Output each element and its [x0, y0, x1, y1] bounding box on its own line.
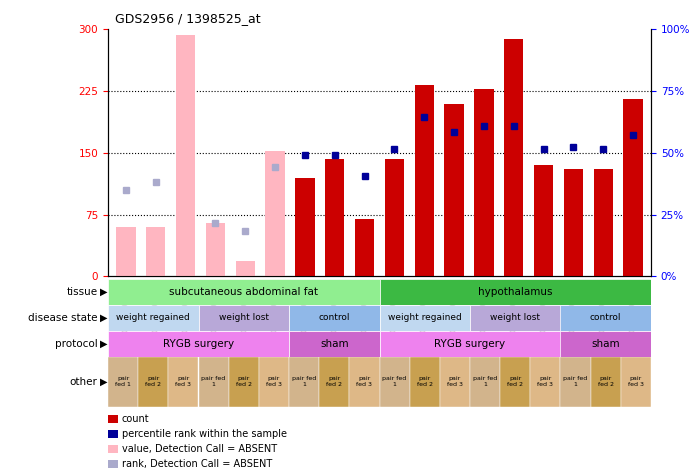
Text: disease state: disease state: [28, 313, 97, 323]
Bar: [500, 356, 530, 407]
Text: value, Detection Call = ABSENT: value, Detection Call = ABSENT: [122, 444, 276, 454]
Bar: [108, 460, 117, 468]
Text: tissue: tissue: [66, 287, 97, 297]
Bar: [108, 279, 379, 305]
Text: sham: sham: [591, 338, 620, 349]
Bar: [564, 169, 583, 276]
Bar: [198, 356, 229, 407]
Bar: [138, 356, 169, 407]
Bar: [319, 356, 350, 407]
Text: hypothalamus: hypothalamus: [478, 287, 553, 297]
Bar: [108, 415, 117, 422]
Text: pair
fed 3: pair fed 3: [447, 376, 463, 387]
Text: pair
fed 3: pair fed 3: [176, 376, 191, 387]
Bar: [385, 159, 404, 276]
Text: pair
fed 2: pair fed 2: [326, 376, 342, 387]
Bar: [229, 356, 259, 407]
Bar: [108, 305, 198, 331]
Bar: [169, 356, 198, 407]
Bar: [355, 219, 375, 276]
Text: pair
fed 2: pair fed 2: [417, 376, 433, 387]
Text: subcutaneous abdominal fat: subcutaneous abdominal fat: [169, 287, 319, 297]
Bar: [440, 356, 470, 407]
Text: weight lost: weight lost: [490, 313, 540, 322]
Bar: [591, 356, 621, 407]
Bar: [504, 39, 524, 276]
Text: pair fed
1: pair fed 1: [202, 376, 226, 387]
Bar: [325, 159, 344, 276]
Text: control: control: [319, 313, 350, 322]
Bar: [444, 103, 464, 276]
Text: ▶: ▶: [100, 377, 107, 387]
Text: weight lost: weight lost: [219, 313, 269, 322]
Bar: [379, 356, 410, 407]
Text: ▶: ▶: [100, 287, 107, 297]
Text: pair
fed 2: pair fed 2: [598, 376, 614, 387]
Bar: [560, 356, 591, 407]
Bar: [560, 331, 651, 356]
Bar: [259, 356, 289, 407]
Text: pair fed
1: pair fed 1: [292, 376, 316, 387]
Text: pair fed
1: pair fed 1: [382, 376, 407, 387]
Text: sham: sham: [320, 338, 348, 349]
Text: other: other: [70, 377, 97, 387]
Bar: [206, 223, 225, 276]
Bar: [289, 331, 379, 356]
Text: pair
fed 2: pair fed 2: [236, 376, 252, 387]
Text: pair
fed 3: pair fed 3: [538, 376, 553, 387]
Bar: [236, 262, 255, 276]
Bar: [108, 356, 138, 407]
Text: pair
fed 1: pair fed 1: [115, 376, 131, 387]
Bar: [108, 446, 117, 453]
Text: RYGB surgery: RYGB surgery: [435, 338, 506, 349]
Bar: [116, 227, 135, 276]
Bar: [289, 356, 319, 407]
Text: ▶: ▶: [100, 338, 107, 349]
Bar: [594, 169, 613, 276]
Bar: [198, 305, 289, 331]
Bar: [623, 100, 643, 276]
Bar: [415, 84, 434, 276]
Bar: [560, 305, 651, 331]
Text: pair
fed 3: pair fed 3: [357, 376, 372, 387]
Text: weight regained: weight regained: [116, 313, 190, 322]
Text: protocol: protocol: [55, 338, 97, 349]
Bar: [176, 35, 196, 276]
Bar: [474, 89, 493, 276]
Bar: [410, 356, 440, 407]
Bar: [265, 151, 285, 276]
Text: pair
fed 2: pair fed 2: [507, 376, 523, 387]
Text: pair
fed 2: pair fed 2: [145, 376, 161, 387]
Bar: [295, 178, 314, 276]
Bar: [530, 356, 560, 407]
Bar: [470, 305, 560, 331]
Bar: [379, 279, 651, 305]
Text: weight regained: weight regained: [388, 313, 462, 322]
Text: control: control: [590, 313, 621, 322]
Text: GDS2956 / 1398525_at: GDS2956 / 1398525_at: [115, 12, 261, 25]
Bar: [470, 356, 500, 407]
Bar: [379, 305, 470, 331]
Text: pair
fed 3: pair fed 3: [628, 376, 644, 387]
Bar: [350, 356, 379, 407]
Bar: [108, 430, 117, 438]
Text: RYGB surgery: RYGB surgery: [163, 338, 234, 349]
Bar: [289, 305, 379, 331]
Bar: [534, 165, 553, 276]
Text: percentile rank within the sample: percentile rank within the sample: [122, 429, 287, 439]
Text: pair fed
1: pair fed 1: [563, 376, 588, 387]
Text: pair fed
1: pair fed 1: [473, 376, 498, 387]
Bar: [146, 227, 165, 276]
Text: rank, Detection Call = ABSENT: rank, Detection Call = ABSENT: [122, 459, 272, 469]
Bar: [379, 331, 560, 356]
Bar: [108, 331, 289, 356]
Text: count: count: [122, 414, 149, 424]
Text: pair
fed 3: pair fed 3: [266, 376, 282, 387]
Text: ▶: ▶: [100, 313, 107, 323]
Bar: [621, 356, 651, 407]
